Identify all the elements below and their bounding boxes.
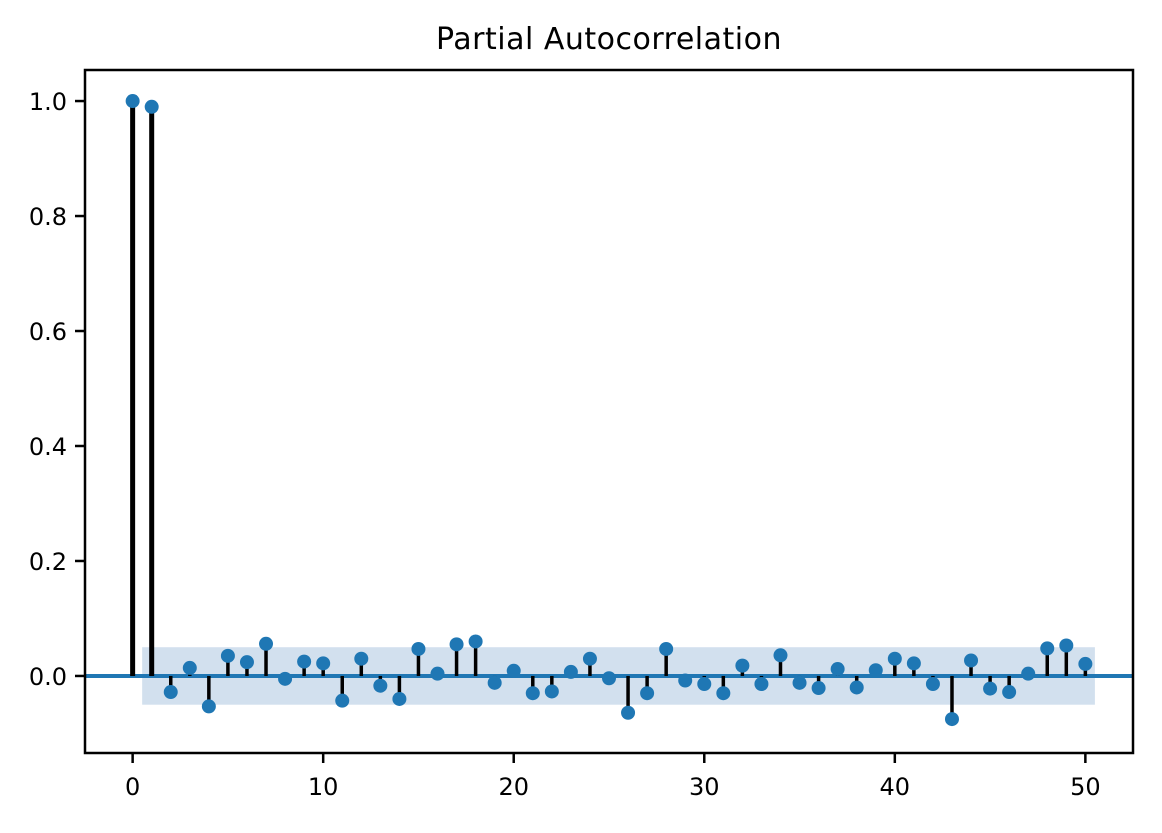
y-tick-label: 0.0: [29, 663, 67, 691]
data-point-marker-lag-35: [792, 675, 807, 690]
data-point-marker-lag-43: [944, 712, 959, 727]
data-point-marker-lag-1: [144, 99, 159, 114]
data-point-marker-lag-38: [849, 680, 864, 695]
data-point-marker-lag-27: [640, 686, 655, 701]
x-tick-label: 30: [689, 773, 720, 801]
data-point-marker-lag-39: [868, 663, 883, 678]
data-point-marker-lag-13: [373, 678, 388, 693]
data-point-marker-lag-15: [411, 641, 426, 656]
data-point-marker-lag-7: [259, 636, 274, 651]
data-point-marker-lag-9: [297, 654, 312, 669]
data-point-marker-lag-50: [1078, 656, 1093, 671]
data-point-marker-lag-20: [506, 663, 521, 678]
y-tick-label: 0.4: [29, 433, 67, 461]
data-point-marker-lag-6: [239, 655, 254, 670]
data-point-marker-lag-4: [201, 699, 216, 714]
x-tick-label: 20: [498, 773, 529, 801]
data-point-marker-lag-40: [887, 651, 902, 666]
data-point-marker-lag-33: [754, 677, 769, 692]
data-point-marker-lag-25: [602, 671, 616, 686]
data-point-marker-lag-3: [182, 660, 197, 675]
y-tick-label: 0.6: [29, 318, 67, 346]
data-point-marker-lag-26: [621, 705, 636, 720]
data-point-marker-lag-42: [925, 677, 940, 692]
data-point-marker-lag-41: [906, 656, 921, 671]
y-tick-label: 0.8: [29, 203, 67, 231]
data-point-marker-lag-0: [125, 94, 140, 109]
data-point-marker-lag-8: [278, 671, 293, 686]
axes-spines: [83, 68, 1135, 755]
data-point-marker-lag-28: [659, 641, 674, 656]
data-point-marker-lag-23: [563, 664, 578, 679]
data-point-marker-lag-11: [335, 693, 350, 708]
data-point-marker-lag-31: [716, 686, 731, 701]
y-tick-label: 1.0: [29, 88, 67, 116]
x-tick-label: 10: [308, 773, 339, 801]
data-point-marker-lag-12: [354, 651, 369, 666]
data-point-marker-lag-34: [773, 648, 788, 663]
data-point-marker-lag-36: [811, 681, 826, 696]
chart-title: Partial Autocorrelation: [436, 22, 782, 57]
data-point-marker-lag-32: [735, 658, 750, 673]
data-point-marker-lag-48: [1040, 641, 1055, 656]
data-point-marker-lag-21: [525, 686, 540, 701]
data-point-marker-lag-49: [1059, 638, 1074, 653]
data-point-marker-lag-46: [1002, 685, 1017, 700]
plot-background: [85, 70, 1133, 753]
data-point-marker-lag-37: [830, 662, 845, 677]
data-point-marker-lag-14: [392, 691, 407, 706]
data-point-marker-lag-22: [544, 684, 559, 699]
y-tick-label: 0.2: [29, 548, 67, 576]
data-point-marker-lag-16: [430, 666, 445, 681]
data-point-marker-lag-2: [163, 685, 178, 700]
data-point-marker-lag-10: [316, 656, 331, 671]
x-tick-label: 40: [880, 773, 911, 801]
x-tick-label: 0: [125, 773, 140, 801]
data-point-marker-lag-5: [220, 648, 235, 663]
data-point-marker-lag-29: [678, 673, 693, 688]
data-point-marker-lag-45: [983, 681, 998, 696]
x-tick-label: 50: [1070, 773, 1101, 801]
data-point-marker-lag-19: [487, 675, 502, 690]
data-point-marker-lag-44: [964, 653, 979, 668]
data-point-marker-lag-47: [1021, 666, 1036, 681]
data-point-marker-lag-17: [449, 637, 464, 652]
data-point-marker-lag-30: [697, 677, 712, 692]
data-point-marker-lag-24: [582, 651, 597, 666]
data-point-marker-lag-18: [468, 634, 483, 649]
